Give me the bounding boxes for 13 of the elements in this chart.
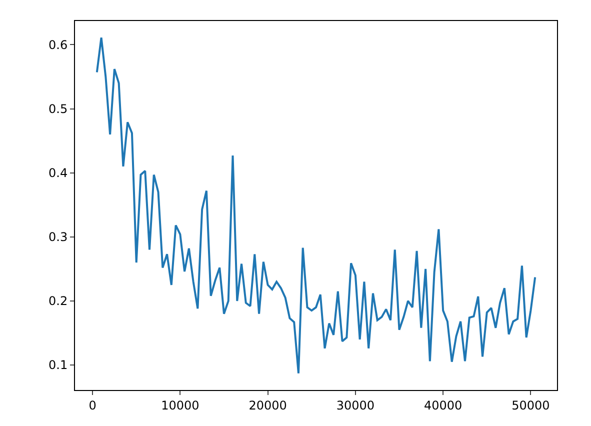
x-tick-label: 30000	[336, 398, 375, 412]
y-tick-label: 0.2	[48, 294, 68, 308]
y-tick-label: 0.1	[48, 358, 68, 372]
line-series	[96, 36, 536, 374]
x-tick-label: 40000	[424, 398, 462, 412]
x-tick-label: 20000	[248, 398, 287, 412]
y-tick-label: 0.3	[48, 230, 68, 244]
y-tick-label: 0.4	[48, 166, 68, 180]
y-tick-label: 0.6	[48, 38, 68, 52]
x-tick-label: 10000	[161, 398, 200, 412]
x-tick-label: 50000	[512, 398, 550, 412]
x-tick-label: 0	[88, 398, 96, 412]
y-tick-label: 0.5	[48, 102, 68, 116]
